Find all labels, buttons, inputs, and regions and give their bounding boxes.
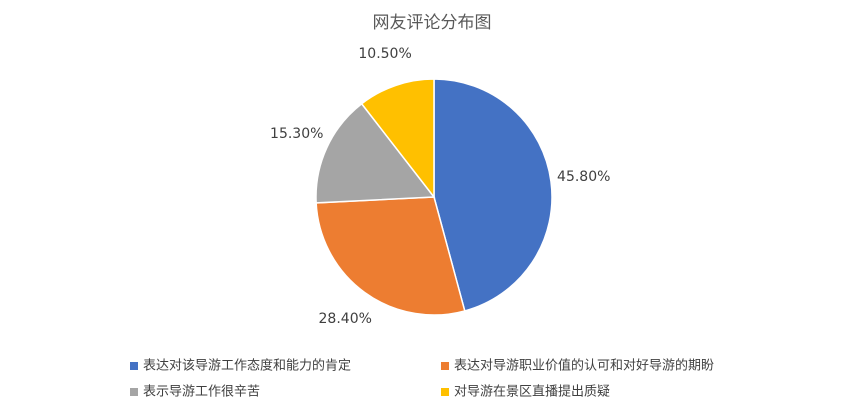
data-label: 10.50% (358, 46, 411, 62)
data-label: 45.80% (557, 169, 610, 185)
legend-marker (441, 388, 449, 396)
legend-marker (441, 362, 449, 370)
pie-slice (315, 102, 436, 204)
chart-title: 网友评论分布图 (373, 13, 492, 33)
legend-label: 表示导游工作很辛苦 (143, 384, 260, 400)
pie-slice (433, 78, 553, 312)
data-label: 15.30% (270, 126, 323, 142)
legend-marker (130, 362, 138, 370)
pie-slice (360, 78, 435, 200)
pie-slice (315, 196, 466, 316)
legend-label: 对导游在景区直播提出质疑 (454, 384, 610, 400)
legend-marker (130, 388, 138, 396)
legend-label: 表达对导游职业价值的认可和对好导游的期盼 (454, 358, 714, 374)
data-label: 28.40% (319, 311, 372, 327)
legend-label: 表达对该导游工作态度和能力的肯定 (143, 358, 351, 374)
